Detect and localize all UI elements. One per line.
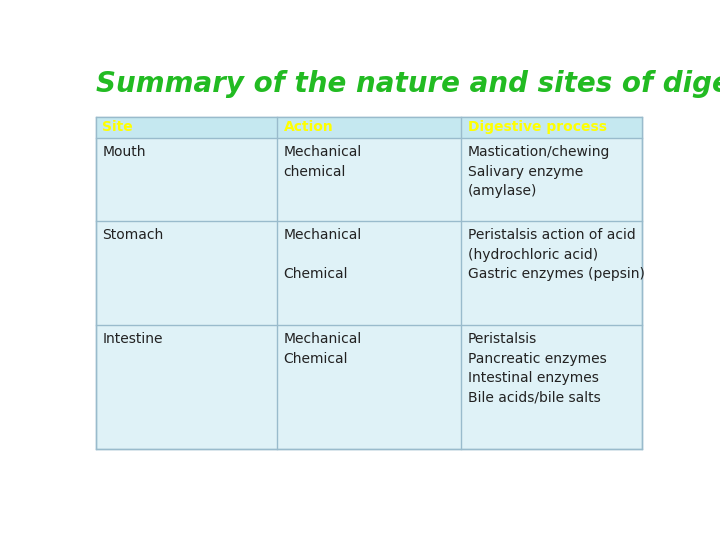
Text: Mechanical
Chemical: Mechanical Chemical [284, 332, 362, 366]
Text: Mouth: Mouth [102, 145, 145, 159]
Text: Digestive process: Digestive process [468, 120, 607, 134]
Text: Intestine: Intestine [102, 332, 163, 346]
Text: Action: Action [284, 120, 333, 134]
Text: Mechanical

Chemical: Mechanical Chemical [284, 228, 362, 281]
Text: Peristalsis
Pancreatic enzymes
Intestinal enzymes
Bile acids/bile salts: Peristalsis Pancreatic enzymes Intestina… [468, 332, 606, 404]
Text: Mechanical
chemical: Mechanical chemical [284, 145, 362, 179]
FancyBboxPatch shape [96, 117, 642, 138]
Text: Stomach: Stomach [102, 228, 163, 242]
Text: Peristalsis action of acid
(hydrochloric acid)
Gastric enzymes (pepsin): Peristalsis action of acid (hydrochloric… [468, 228, 644, 281]
Text: Summary of the nature and sites of digestion: Summary of the nature and sites of diges… [96, 70, 720, 98]
FancyBboxPatch shape [96, 117, 642, 449]
Text: Mastication/chewing
Salivary enzyme
(amylase): Mastication/chewing Salivary enzyme (amy… [468, 145, 610, 198]
Text: Site: Site [102, 120, 133, 134]
